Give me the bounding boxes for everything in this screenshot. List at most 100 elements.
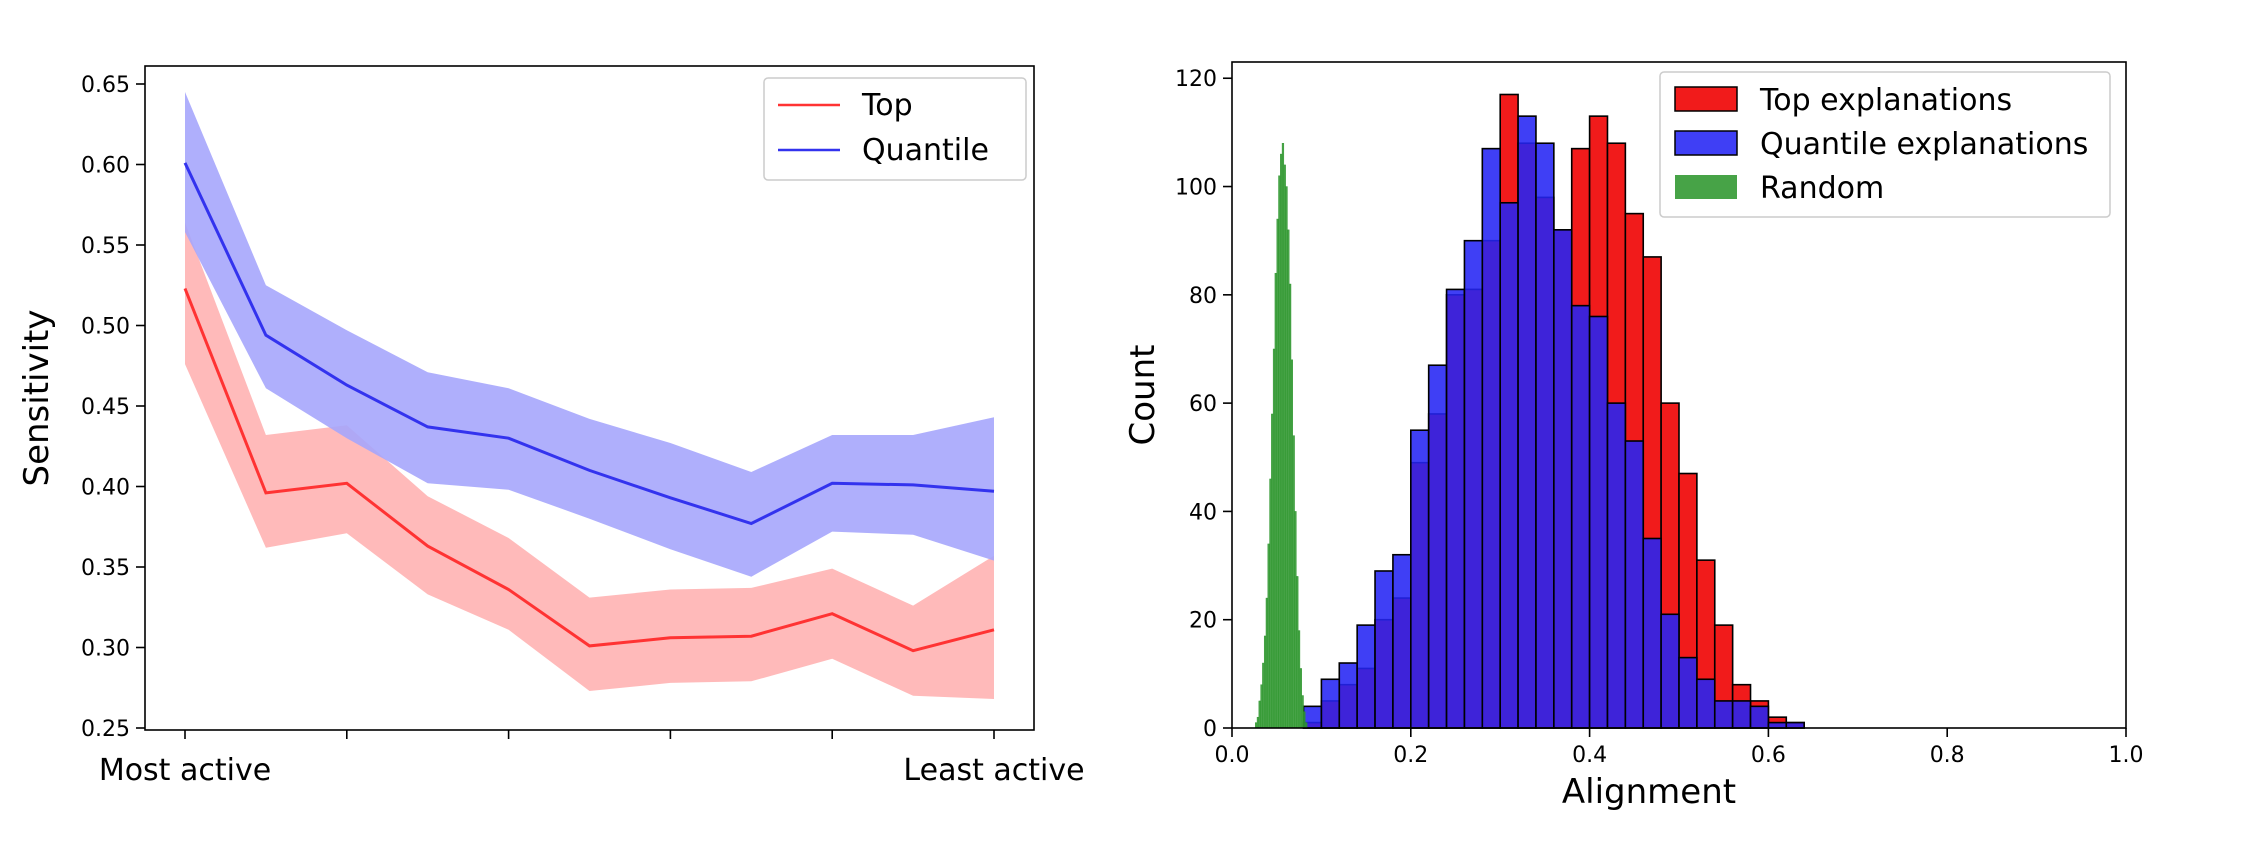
bar-series2-bin22 [1294,511,1297,729]
r-x-tick-label-2: 0.4 [1572,743,1607,768]
legend-label-top-explanations: Top explanations [1759,83,2012,118]
bar-series1-bin21 [1678,656,1698,729]
bar-series1-bin20 [1660,613,1680,729]
right-histogram: 0 20 40 60 80 100 120 0.0 0.2 0.4 0.6 0.8 1.0 Align… [1123,61,2144,812]
left-line-chart: 0.25 0.30 0.35 0.40 0.45 0.50 0.55 0.60 0.65 Mos… [17,65,1085,788]
bar-series2-bin18 [1287,229,1290,729]
r-y-tick-label-4: 80 [1189,284,1217,309]
left-legend-box [763,77,1027,181]
bar-series1-bin6 [1410,429,1430,729]
r-x-tick-label-4: 0.8 [1930,743,1965,768]
legend-swatch-random [1675,175,1737,199]
bar-series2-bin14 [1280,153,1283,729]
y-tick-label-2: 0.35 [81,556,130,581]
bar-series1-bin14 [1553,229,1573,729]
bar-series2-bin2 [1258,700,1261,729]
band-1 [185,92,994,577]
right-plot-frame [1231,61,2127,729]
left-y-ticks: 0.25 0.30 0.35 0.40 0.45 0.50 0.55 0.60 0.65 [81,73,145,742]
bar-series1-bin10 [1481,147,1501,729]
legend-label-quantile: Quantile [862,133,989,168]
y-tick-label-6: 0.55 [81,234,130,259]
right-legend-box [1659,71,2111,218]
bar-series1-bin19 [1642,537,1662,729]
y-tick-label-8: 0.65 [81,73,130,98]
bar-series2-bin1 [1256,716,1260,729]
bar-series2-bin28 [1305,722,1308,729]
bar-series2-bin27 [1303,711,1306,729]
legend-swatch-quantile-explanations [1674,130,1738,156]
bar-series2-bin13 [1278,175,1281,729]
bar-series1-bin8 [1445,288,1466,729]
r-x-tick-label-1: 0.2 [1393,743,1428,768]
band-0 [185,222,994,699]
r-y-tick-label-2: 40 [1189,500,1217,525]
r-x-tick-label-3: 0.6 [1751,743,1786,768]
left-legend: Top Quantile [763,77,1027,181]
bar-series1-bin9 [1463,239,1484,729]
y-tick-label-0: 0.25 [81,717,130,742]
bar-series1-bin1 [1320,678,1341,729]
x-label-least-active: Least active [903,753,1084,788]
r-y-tick-label-3: 60 [1189,392,1217,417]
y-tick-label-1: 0.30 [81,637,130,662]
bar-series1-bin18 [1624,440,1645,729]
left-x-ticks [184,730,995,739]
bar-series2-bin17 [1285,186,1288,729]
histogram-bars [1255,93,1805,729]
bar-series2-bin23 [1296,576,1299,729]
bar-series1-bin7 [1427,364,1448,729]
bar-series1-bin11 [1499,201,1519,729]
right-legend: Top explanations Quantile explanations R… [1659,71,2111,218]
r-x-tick-label-0: 0.0 [1215,743,1250,768]
legend-label-random: Random [1760,171,1884,206]
bar-series2-bin0 [1255,722,1258,729]
bar-series1-bin27 [1785,721,1805,729]
y-tick-label-4: 0.45 [81,395,130,420]
bar-series2-bin25 [1299,668,1302,729]
bar-series1-bin2 [1338,662,1358,729]
bar-series2-bin15 [1281,143,1285,729]
confidence-bands [185,92,994,699]
legend-swatch-top-explanations [1674,86,1738,112]
y-tick-label-5: 0.50 [81,315,130,340]
bar-series1-bin25 [1749,705,1770,729]
line-1 [183,162,995,526]
line-0 [183,287,995,653]
bar-series2-bin9 [1271,413,1274,729]
bar-series1-bin3 [1356,624,1376,729]
left-y-axis-label: Sensitivity [17,309,57,486]
legend-label-top: Top [861,88,913,123]
bar-series1-bin13 [1535,142,1555,729]
bar-series1-bin23 [1713,700,1734,729]
r-y-tick-label-1: 20 [1189,609,1217,634]
bar-series1-bin4 [1374,570,1394,729]
bar-series1-bin17 [1606,402,1627,729]
bar-series2-bin7 [1267,543,1270,729]
bar-series2-bin26 [1301,695,1304,729]
r-y-tick-label-6: 120 [1175,67,1217,92]
bar-series2-bin4 [1262,662,1265,729]
bar-series2-bin8 [1269,478,1272,729]
left-plot-frame [144,65,1035,731]
series-lines [183,162,995,653]
bar-series2-bin11 [1274,272,1277,729]
bar-series2-bin12 [1276,218,1279,729]
legend-label-quantile-explanations: Quantile explanations [1760,127,2088,162]
x-label-most-active: Most active [99,753,271,788]
bar-series2-bin24 [1297,630,1301,729]
right-x-axis-label: Alignment [1562,772,1736,812]
bar-series1-bin5 [1392,553,1412,729]
right-y-axis-label: Count [1123,345,1163,446]
y-tick-label-3: 0.40 [81,476,130,501]
r-y-tick-label-5: 100 [1175,176,1217,201]
bar-series1-bin26 [1767,721,1788,729]
bar-series1-bin15 [1570,304,1591,729]
bar-series2-bin20 [1290,359,1293,729]
bar-series2-bin6 [1265,597,1268,729]
r-x-tick-label-5: 1.0 [2109,743,2144,768]
bar-series2-bin16 [1283,164,1286,729]
r-y-tick-label-0: 0 [1203,717,1217,742]
bar-series2-bin10 [1272,348,1276,729]
bar-series2-bin5 [1263,635,1267,729]
